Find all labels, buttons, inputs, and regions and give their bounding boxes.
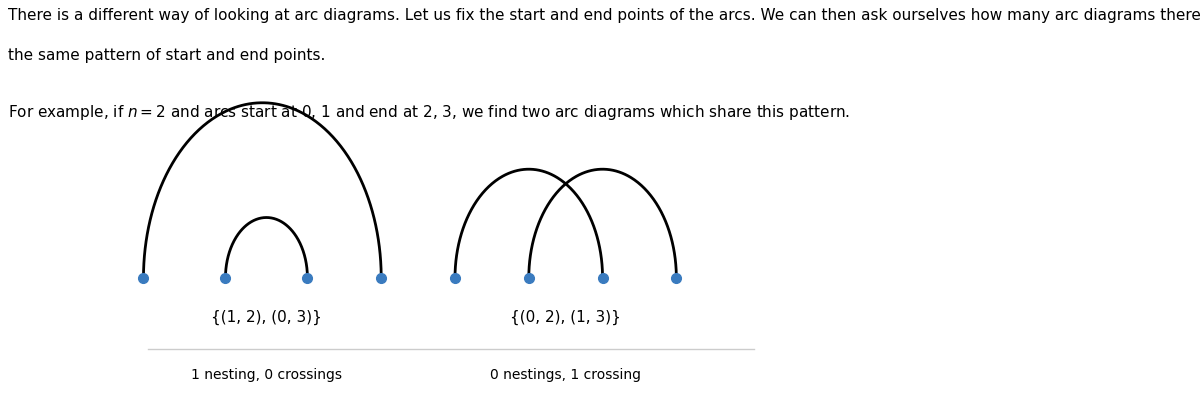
Text: For example, if $n = 2$ and arcs start at 0, 1 and end at 2, 3, we find two arc : For example, if $n = 2$ and arcs start a… — [8, 103, 851, 122]
Text: {(0, 2), (1, 3)}: {(0, 2), (1, 3)} — [510, 310, 622, 325]
Text: the same pattern of start and end points.: the same pattern of start and end points… — [8, 48, 325, 63]
Text: {(1, 2), (0, 3)}: {(1, 2), (0, 3)} — [211, 310, 322, 325]
Text: 0 nestings, 1 crossing: 0 nestings, 1 crossing — [490, 368, 641, 382]
Text: There is a different way of looking at arc diagrams. Let us fix the start and en: There is a different way of looking at a… — [8, 8, 1200, 23]
Text: 1 nesting, 0 crossings: 1 nesting, 0 crossings — [191, 368, 342, 382]
